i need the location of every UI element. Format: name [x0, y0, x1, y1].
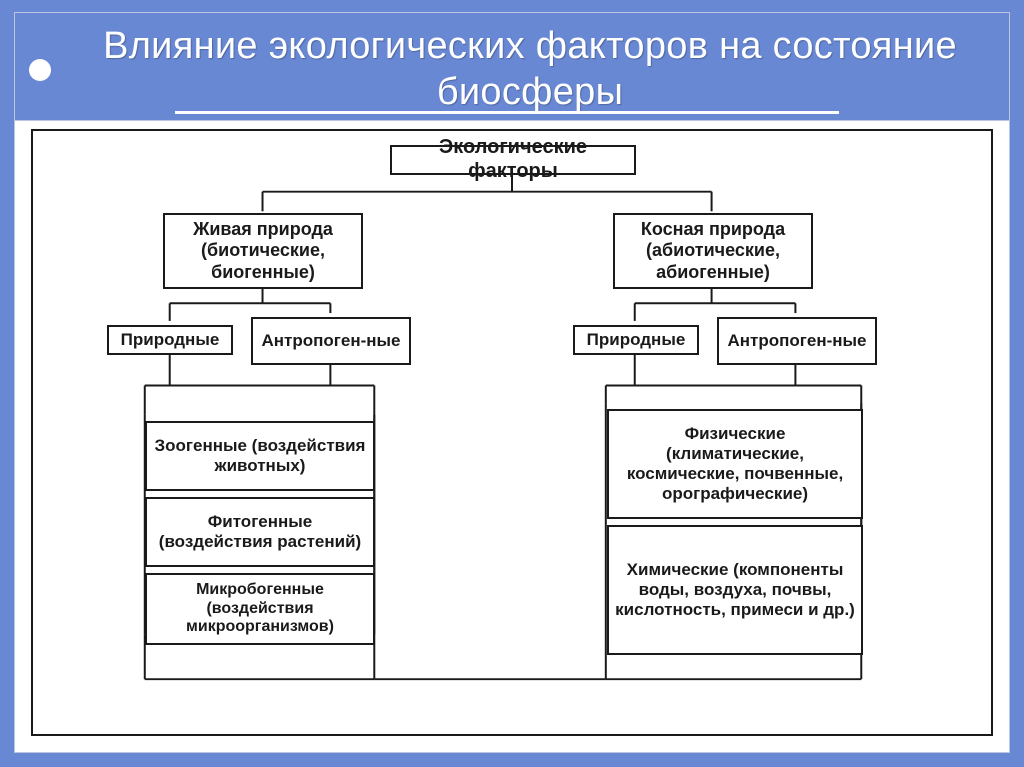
- node-right-leaf-1: Физические (климатические, космические, …: [607, 409, 863, 519]
- title-underline: [175, 111, 839, 114]
- node-left-anthropogenic: Антропоген-ные: [251, 317, 411, 365]
- diagram-canvas: Экологические факторы Живая природа (био…: [31, 129, 993, 736]
- node-left-leaf-2: Фитогенные (воздействия растений): [145, 497, 375, 567]
- title-bullet-icon: [29, 59, 51, 81]
- node-left-natural: Природные: [107, 325, 233, 355]
- node-right-anthropogenic: Антропоген-ные: [717, 317, 877, 365]
- node-right-heading: Косная природа (абиотические, абиогенные…: [613, 213, 813, 289]
- slide-frame: Влияние экологических факторов на состоя…: [14, 12, 1010, 753]
- slide-title: Влияние экологических факторов на состоя…: [71, 23, 989, 115]
- node-left-leaf-3: Микробогенные (воздействия микроорганизм…: [145, 573, 375, 645]
- node-right-natural: Природные: [573, 325, 699, 355]
- node-root: Экологические факторы: [390, 145, 636, 175]
- node-left-heading: Живая природа (биотические, биогенные): [163, 213, 363, 289]
- node-right-leaf-2: Химические (компоненты воды, воздуха, по…: [607, 525, 863, 655]
- node-left-leaf-1: Зоогенные (воздействия животных): [145, 421, 375, 491]
- title-bar: Влияние экологических факторов на состоя…: [15, 13, 1009, 121]
